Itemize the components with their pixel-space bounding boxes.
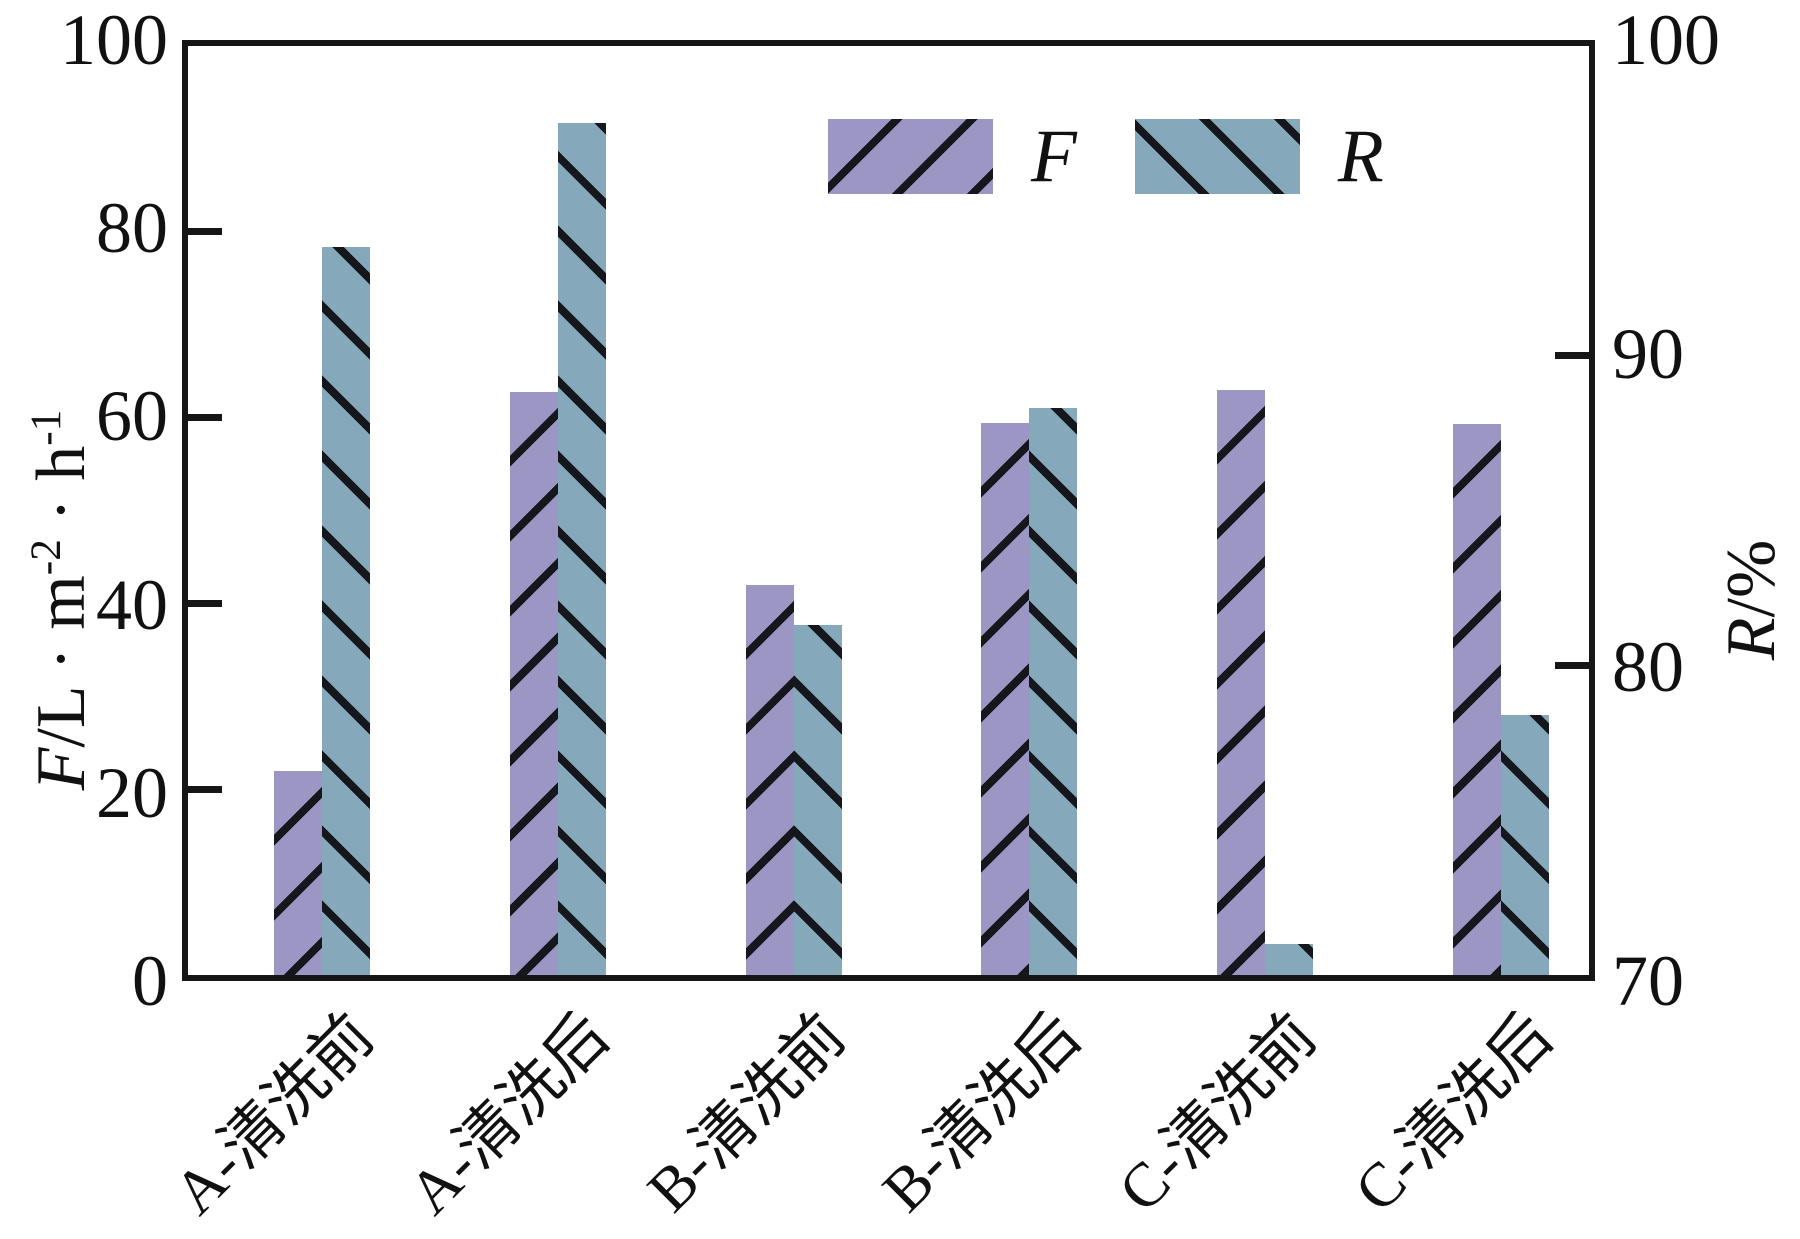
axis-title-segment: -2: [22, 539, 71, 576]
bars-layer: [188, 46, 1589, 975]
axis-title-segment: /L · m: [23, 575, 100, 748]
x-axis-tick-label-2: B-清洗前: [634, 1001, 859, 1226]
y-axis-tick-label-left-100: 100: [60, 0, 168, 80]
ticks-layer: [188, 46, 1589, 975]
legend-label-F: F: [1031, 115, 1077, 198]
y-axis-tick-label-right-90: 90: [1612, 313, 1684, 394]
y-axis-tick-label-left-0: 0: [132, 941, 168, 1021]
bar-F-0: [274, 770, 322, 975]
y-axis-tick-right-90: [1555, 352, 1589, 360]
x-axis-tick-label-4: C-清洗前: [1106, 1001, 1330, 1226]
axis-title-segment: · h: [23, 445, 100, 540]
y-axis-tick-right-80: [1555, 661, 1589, 669]
x-axis-tick-label-0: A-清洗前: [160, 1001, 387, 1228]
y-axis-tick-label-right-100: 100: [1612, 0, 1720, 80]
legend-swatch-R: [1134, 119, 1300, 194]
bar-F-3: [981, 423, 1030, 975]
y-axis-tick-label-right-70: 70: [1612, 941, 1684, 1021]
bar-F-4: [1217, 389, 1266, 975]
left-y-axis-title: F/L · m-2 · h-1: [22, 410, 100, 791]
y-axis-tick-left-60: [188, 414, 222, 422]
axis-title-segment: F: [23, 747, 100, 791]
y-axis-tick-left-40: [188, 599, 222, 607]
legend: F R: [828, 119, 1384, 194]
y-axis-tick-label-left-20: 20: [96, 752, 168, 833]
x-axis-tick-label-3: B-清洗后: [870, 1001, 1095, 1226]
bar-R-0: [322, 247, 370, 975]
bar-R-1: [557, 123, 606, 975]
bar-F-2: [745, 584, 794, 975]
y-axis-tick-left-20: [188, 785, 222, 793]
plot-area: F R: [182, 40, 1595, 981]
legend-swatch-F: [828, 119, 993, 194]
axis-title-segment: R: [1713, 617, 1790, 661]
bar-R-4: [1265, 944, 1314, 975]
bar-R-5: [1501, 714, 1549, 975]
bar-R-2: [793, 625, 842, 975]
axis-title-segment: -1: [22, 409, 71, 446]
x-axis-tick-label-5: C-清洗后: [1342, 1001, 1566, 1226]
right-y-axis-title: R/%: [1713, 540, 1790, 661]
y-axis-tick-label-right-80: 80: [1612, 627, 1684, 708]
bar-F-1: [509, 391, 558, 975]
legend-label-R: R: [1337, 115, 1384, 198]
y-axis-tick-left-80: [188, 228, 222, 236]
y-axis-tick-label-left-80: 80: [96, 188, 168, 269]
bar-R-3: [1029, 408, 1078, 975]
x-axis-tick-label-1: A-清洗后: [396, 1001, 623, 1228]
axis-title-segment: /%: [1713, 539, 1790, 618]
y-axis-tick-label-left-40: 40: [96, 564, 168, 645]
y-axis-tick-label-left-60: 60: [96, 376, 168, 457]
bar-F-5: [1453, 424, 1501, 975]
